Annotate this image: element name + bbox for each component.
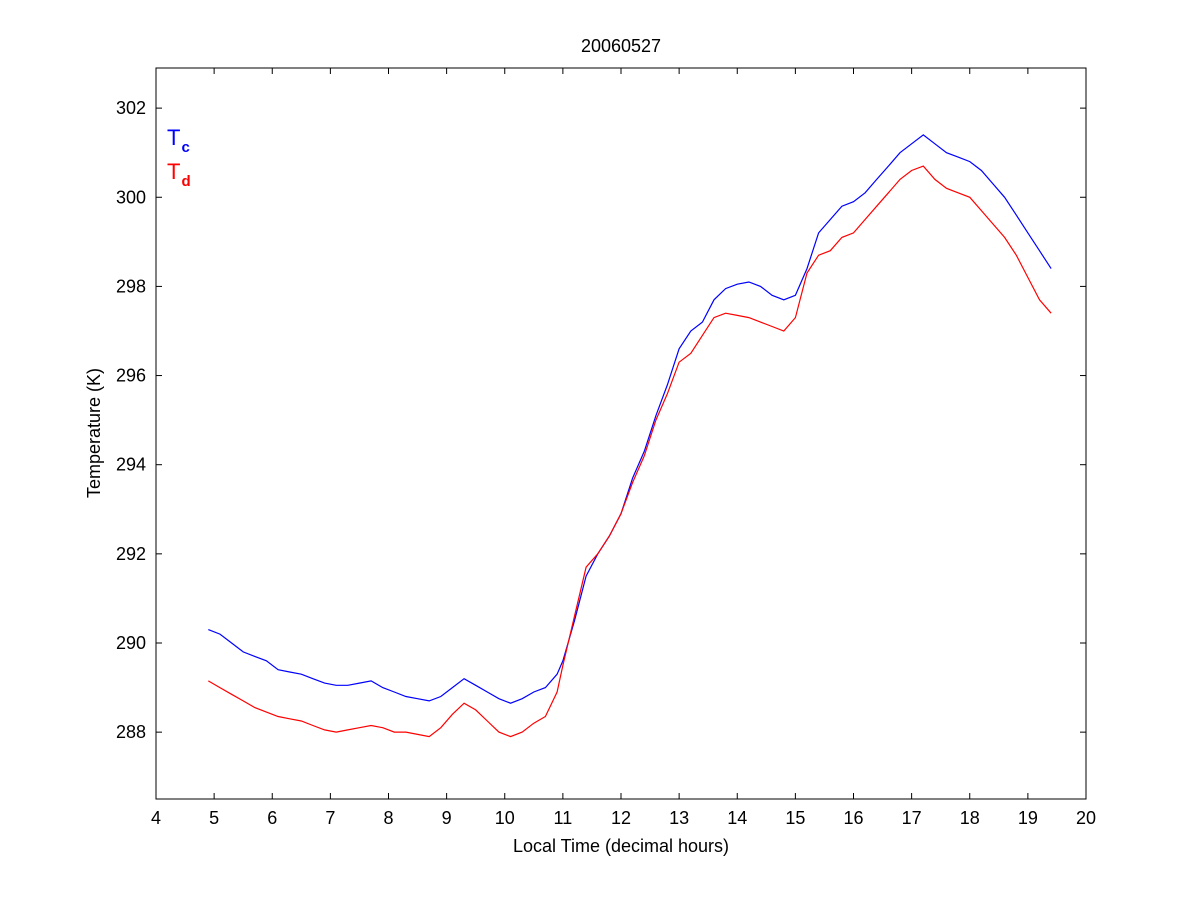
axis-ticks: 4 5 6 7 8 9 10 11 12 13 14 15 16 17 18 19 20 288 290 292 294… [116,68,1096,828]
series-line-tc [208,134,1052,704]
legend-entry-tc: Tc [167,125,190,156]
x-tick-label: 10 [495,808,515,828]
x-axis-label: Local Time (decimal hours) [513,836,729,856]
x-tick-label: 16 [843,808,863,828]
series-line-td [207,165,1052,738]
chart-title: 20060527 [581,36,661,56]
x-tick-label: 13 [669,808,689,828]
x-tick-label: 11 [554,808,573,828]
x-tick-label: 5 [209,808,219,828]
legend-entry-td: Td [167,159,191,190]
x-tick-label: 8 [383,808,393,828]
y-tick-label: 296 [116,366,146,386]
y-tick-label: 290 [116,633,146,653]
y-axis-label: Temperature (K) [84,368,104,498]
y-tick-label: 302 [116,98,146,118]
x-tick-label: 15 [785,808,805,828]
x-tick-label: 17 [902,808,922,828]
y-tick-label: 294 [116,455,146,475]
x-tick-label: 14 [727,808,747,828]
x-tick-label: 12 [611,808,631,828]
y-tick-label: 298 [116,276,146,296]
x-tick-label: 9 [442,808,452,828]
series-lines [207,134,1052,738]
x-tick-label: 19 [1018,808,1038,828]
x-tick-label: 20 [1076,808,1096,828]
x-tick-label: 4 [151,808,161,828]
x-tick-label: 7 [325,808,335,828]
y-tick-label: 288 [116,722,146,742]
x-tick-label: 18 [960,808,980,828]
y-tick-label: 292 [116,544,146,564]
plot-area [155,67,1087,800]
y-tick-label: 300 [116,187,146,207]
x-tick-label: 6 [267,808,277,828]
